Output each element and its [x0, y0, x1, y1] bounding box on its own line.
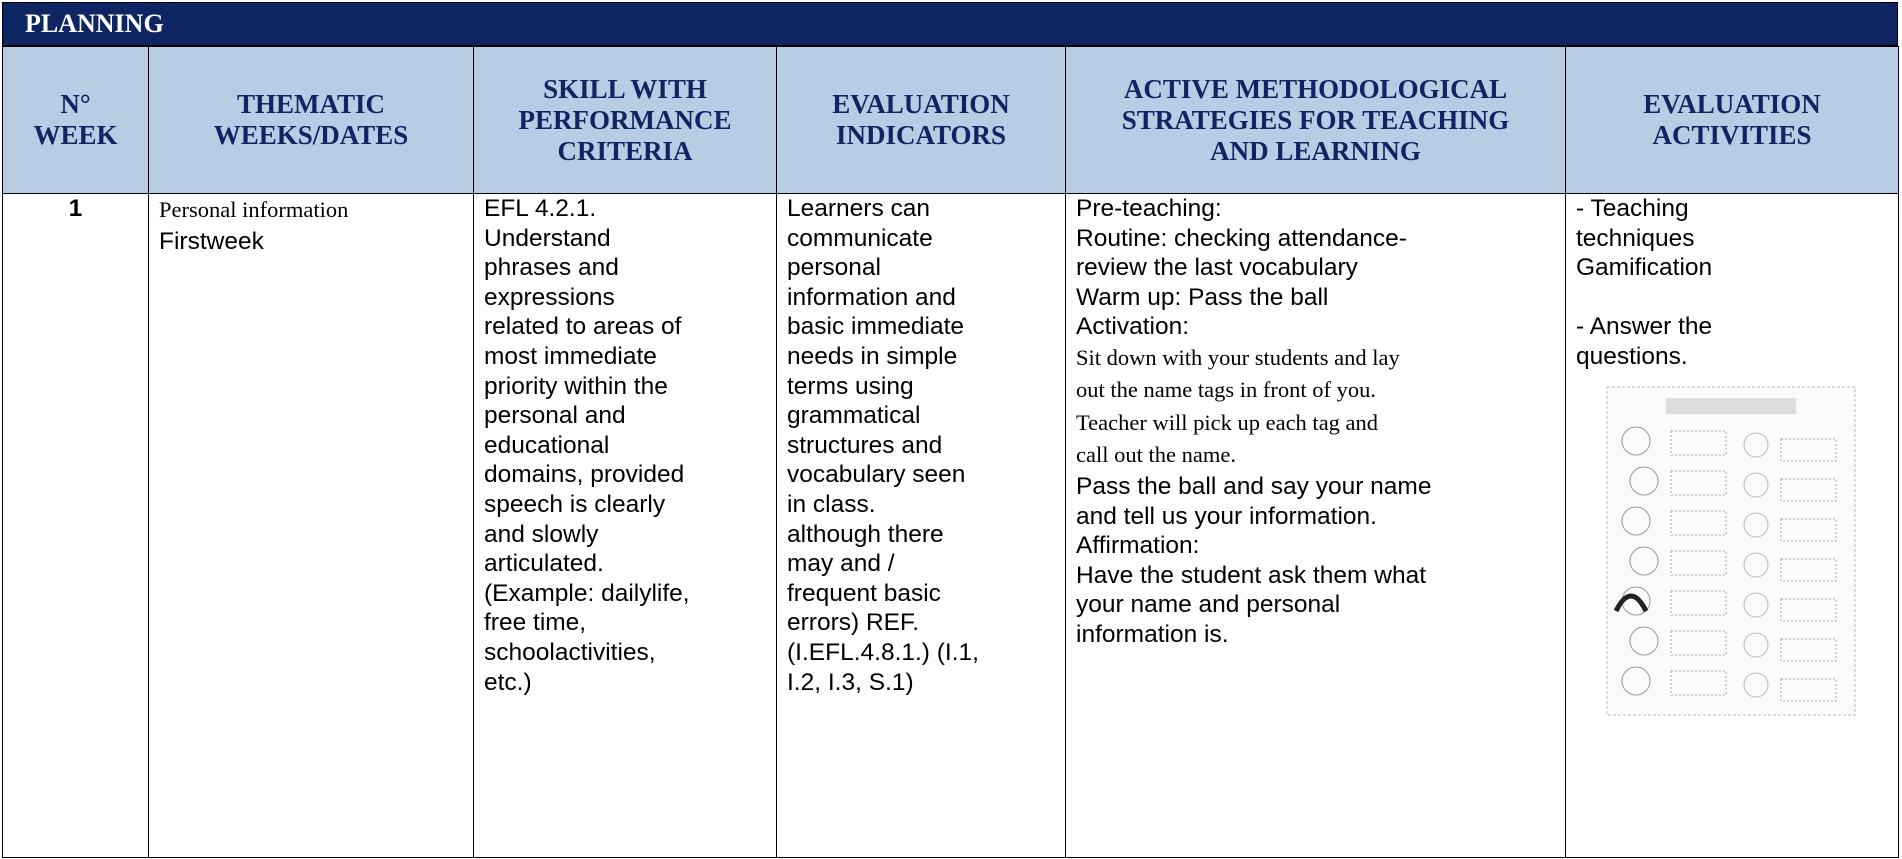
cell-line: structures and — [787, 431, 943, 459]
cell-line: communicate — [787, 224, 933, 252]
cell-line: Understand — [484, 224, 611, 252]
cell-line: I.2, I.3, S.1) — [787, 668, 914, 696]
cell-line: in class. — [787, 490, 876, 518]
header-cell: EVALUATION ACTIVITIES — [1565, 46, 1899, 194]
body-cell: Pre-teaching: Routine: checking attendanc… — [1065, 193, 1566, 858]
cell-line: frequent basic — [787, 579, 941, 607]
cell-line: personal — [787, 254, 881, 282]
header-line: EVALUATION — [832, 89, 1010, 119]
cell-line: free time, — [484, 609, 587, 637]
cell-line: Personal information — [159, 197, 349, 222]
header-line: ACTIVE METHODOLOGICAL — [1123, 73, 1508, 104]
header-line: THEMATIC — [236, 89, 385, 119]
cell-line: (I.EFL.4.8.1.) (I.1, — [787, 638, 979, 666]
body-cell: Personal information Firstweek — [148, 193, 474, 858]
cell-line: Teacher will pick up each tag and — [1076, 409, 1379, 435]
header-line: PERFORMANCE — [518, 104, 732, 135]
body-cell: EFL 4.2.1. Understand phrases and expressio… — [473, 193, 777, 858]
cell-line: - Teaching — [1576, 195, 1689, 222]
cell-line: vocabulary seen — [787, 461, 966, 489]
cell-line: basic immediate — [787, 313, 965, 341]
cell-line: expressions — [484, 283, 615, 311]
cell-line: most immediate — [484, 342, 657, 370]
header-cell: ACTIVE METHODOLOGICAL STRATEGIES FOR TEAC… — [1065, 46, 1566, 194]
cell-line: information and — [787, 283, 956, 311]
cell-line: call out the name. — [1076, 442, 1236, 468]
header-cell: EVALUATION INDICATORS — [776, 46, 1066, 194]
header-line: INDICATORS — [835, 120, 1007, 150]
cell-line: grammatical — [787, 402, 921, 430]
cell-line: review the last vocabulary — [1076, 254, 1358, 282]
cell-line: phrases and — [484, 254, 619, 282]
cell-line: EFL 4.2.1. — [484, 195, 597, 222]
header-row: N° WEEK THEMATIC WEEKS/DATES SKILL WITH PERFO… — [2, 46, 1899, 194]
cell-line: Warm up: Pass the ball — [1076, 283, 1329, 311]
cell-line: speech is clearly — [484, 490, 666, 518]
cell-line: although there — [787, 520, 944, 548]
cell-line: errors) REF. — [787, 609, 920, 637]
body-cell: - Teaching techniques Gamification - Answer… — [1565, 193, 1899, 858]
header-line: SKILL WITH — [543, 73, 707, 104]
cell-line: needs in simple — [787, 342, 958, 370]
cell-line: 1 — [68, 195, 83, 222]
header-line: EVALUATION — [1643, 89, 1821, 119]
body-row: 1 Personal information Firstweek EFL 4.2.1.… — [2, 193, 1899, 858]
cell-line: etc.) — [484, 668, 532, 696]
worksheet-image — [1606, 386, 1856, 716]
cell-line: and slowly — [484, 520, 599, 548]
body-cell: 1 — [2, 193, 149, 858]
header-line: STRATEGIES FOR TEACHING — [1121, 104, 1510, 135]
cell-line: techniques — [1576, 224, 1695, 252]
cell-line: educational — [484, 431, 610, 459]
cell-line: out the name tags in front of you. — [1076, 377, 1376, 403]
header-line: AND LEARNING — [1210, 135, 1421, 166]
cell-line: articulated. — [484, 550, 604, 578]
cell-line: Firstweek — [159, 227, 264, 255]
header-line: N° — [60, 89, 91, 119]
cell-line: personal and — [484, 402, 626, 430]
cell-line: priority within the — [484, 372, 668, 400]
table-title: PLANNING — [2, 2, 1898, 46]
cell-line: Pre-teaching: — [1076, 195, 1222, 222]
cell-line: terms using — [787, 372, 914, 400]
cell-line: Have the student ask them what — [1076, 561, 1426, 589]
header-cell: N° WEEK — [2, 46, 149, 194]
cell-line: schoolactivities, — [484, 638, 656, 666]
cell-line: - Answer the — [1576, 313, 1713, 341]
cell-line: related to areas of — [484, 313, 682, 341]
header-line: ACTIVITIES — [1652, 120, 1812, 150]
cell-line: questions. — [1576, 342, 1688, 370]
cell-line: Gamification — [1576, 254, 1713, 282]
cell-line: (Example: dailylife, — [484, 579, 690, 607]
header-line: CRITERIA — [557, 135, 693, 166]
cell-line: information is. — [1076, 620, 1229, 648]
cell-line: Learners can — [787, 195, 931, 222]
cell-line: Routine: checking attendance- — [1076, 224, 1407, 252]
cell-line: Activation: — [1076, 313, 1190, 341]
cell-line: domains, provided — [484, 461, 685, 489]
cell-line: Affirmation: — [1076, 532, 1200, 560]
cell-line: and tell us your information. — [1076, 502, 1377, 530]
planning-table: N° WEEK THEMATIC WEEKS/DATES SKILL WITH PERFO… — [2, 46, 1899, 858]
cell-line: Pass the ball and say your name — [1076, 472, 1432, 500]
cell-line: may and / — [787, 550, 895, 578]
cell-line: Sit down with your students and lay — [1076, 344, 1400, 370]
header-line: WEEK — [33, 120, 118, 150]
header-cell: SKILL WITH PERFORMANCE CRITERIA — [473, 46, 777, 194]
cell-line: your name and personal — [1076, 591, 1341, 619]
header-line: WEEKS/DATES — [213, 120, 409, 150]
header-cell: THEMATIC WEEKS/DATES — [148, 46, 474, 194]
body-cell: Learners can communicate personal informati… — [776, 193, 1066, 858]
